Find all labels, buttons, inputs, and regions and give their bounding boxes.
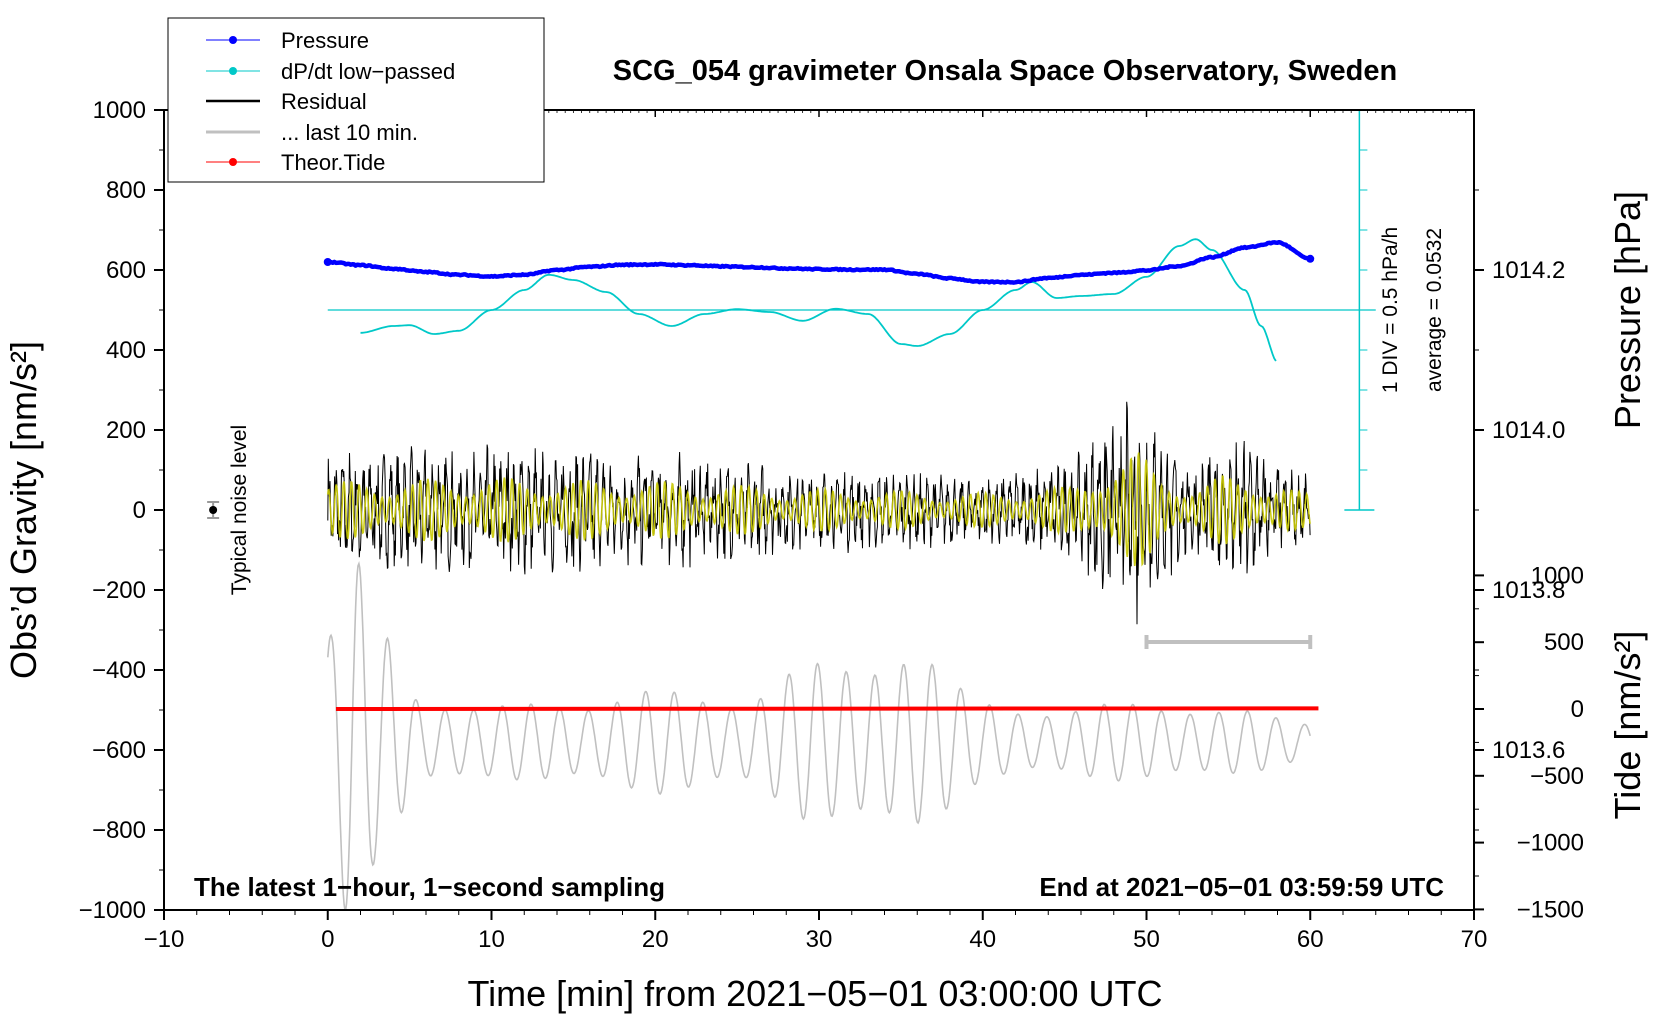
annotation-average: average = 0.0532 — [1423, 228, 1446, 392]
y-tick-label: 1000 — [93, 97, 146, 124]
pressure-point — [323, 258, 332, 266]
tide-tick-label: 1000 — [1531, 562, 1584, 589]
annotation-div: 1 DIV = 0.5 hPa/h — [1379, 227, 1402, 393]
series-group — [207, 238, 1376, 911]
tick-labels-group: −10 0 10 20 30 40 50 60 70 1000 800 600 400 200 0 −200 −… — [79, 97, 1584, 953]
y-axis-label-left: Obs’d Gravity [nm/s²] — [3, 341, 44, 679]
legend-marker-pressure — [229, 36, 237, 44]
tide-tick-label: 0 — [1571, 696, 1584, 723]
y-tick-label: 200 — [106, 417, 146, 444]
annotation-sampling: The latest 1−hour, 1−second sampling — [194, 872, 665, 902]
pressure-tick-label: 1014.2 — [1492, 257, 1565, 284]
pressure-point — [1306, 254, 1315, 263]
tide-tick-label: 500 — [1544, 629, 1584, 656]
x-tick-label: 60 — [1297, 926, 1324, 953]
x-tick-label: 40 — [969, 926, 996, 953]
x-tick-label: 10 — [478, 926, 505, 953]
x-tick-label: 50 — [1133, 926, 1160, 953]
pressure-tick-label: 1013.8 — [1492, 577, 1565, 604]
y-tick-label: −1000 — [79, 897, 146, 924]
noise-point — [209, 506, 218, 514]
legend-marker-dpdt — [229, 67, 237, 75]
y-tick-label: 800 — [106, 177, 146, 204]
series-line-tide — [335, 706, 1319, 711]
legend-entry-tide: Theor.Tide — [206, 150, 385, 175]
plot-frame — [163, 109, 1475, 911]
y-tick-label: 600 — [106, 257, 146, 284]
x-tick-label: 0 — [321, 926, 334, 953]
pressure-tick-label: 1014.0 — [1492, 417, 1565, 444]
tide-tick-label: −1000 — [1517, 830, 1584, 857]
y-tick-label: −400 — [92, 657, 146, 684]
pressure-tick-label: 1013.6 — [1492, 737, 1565, 764]
series-line-dpdt — [360, 238, 1277, 362]
y-tick-label: 0 — [133, 497, 146, 524]
legend-label-pressure: Pressure — [281, 28, 369, 53]
series-line-residual-lowpass — [327, 452, 1311, 567]
tide-tick-label: −500 — [1530, 763, 1584, 790]
series-line-pressure — [327, 239, 1310, 285]
tide-tick-label: −1500 — [1517, 896, 1584, 923]
x-tick-label: 30 — [806, 926, 833, 953]
legend-label-residual: Residual — [281, 89, 367, 114]
chart-title: SCG_054 gravimeter Onsala Space Observat… — [613, 55, 1397, 87]
legend-entry-pressure: Pressure — [206, 28, 369, 53]
y-tick-label: −800 — [92, 817, 146, 844]
annotation-noise: Typical noise level — [228, 425, 251, 595]
x-axis-label: Time [min] from 2021−05−01 03:00:00 UTC — [467, 973, 1162, 1014]
y-axis-label-tide: Tide [nm/s²] — [1607, 631, 1648, 820]
x-tick-label: 70 — [1461, 926, 1488, 953]
x-tick-label: −10 — [144, 926, 185, 953]
legend-label-dpdt: dP/dt low−passed — [281, 59, 455, 84]
axis-ticks-group — [154, 109, 1484, 920]
x-tick-label: 20 — [642, 926, 669, 953]
series-line-last10 — [327, 561, 1311, 911]
legend-marker-tide — [229, 158, 237, 166]
y-tick-label: −200 — [92, 577, 146, 604]
legend: Pressure dP/dt low−passed Residual ... l… — [167, 17, 545, 183]
y-tick-label: 400 — [106, 337, 146, 364]
y-tick-label: −600 — [92, 737, 146, 764]
y-axis-label-pressure: Pressure [hPa] — [1607, 191, 1648, 429]
legend-entry-last10: ... last 10 min. — [206, 120, 418, 145]
legend-entry-dpdt: dP/dt low−passed — [206, 59, 455, 84]
legend-label-last10: ... last 10 min. — [281, 120, 418, 145]
annotation-end-time: End at 2021−05−01 03:59:59 UTC — [1039, 872, 1444, 902]
legend-label-tide: Theor.Tide — [281, 150, 385, 175]
legend-entry-residual: Residual — [206, 89, 367, 114]
